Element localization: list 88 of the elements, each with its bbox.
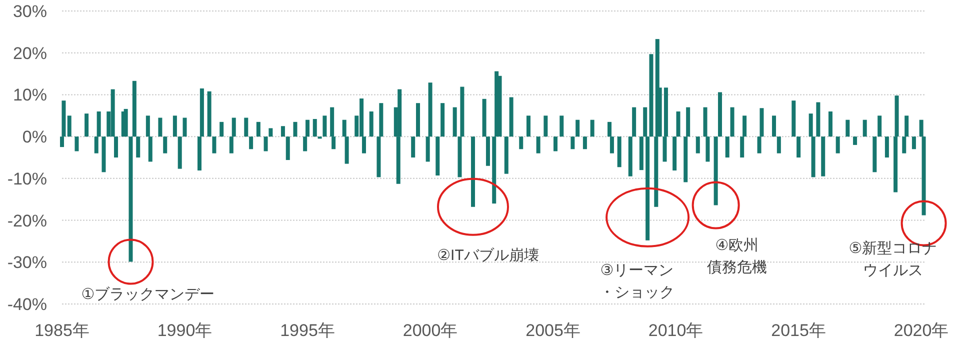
annotation: ⑤新型コロナウイルス: [848, 240, 938, 279]
bar: [249, 136, 254, 150]
bar: [846, 120, 850, 137]
x-tick-label: 2015年: [771, 321, 826, 340]
x-tick-label: 2005年: [526, 321, 580, 340]
bar: [853, 136, 858, 145]
bar: [828, 111, 832, 137]
bar: [544, 116, 548, 137]
bar: [560, 116, 564, 137]
y-tick-label: 0%: [22, 128, 47, 147]
x-tick-label: 1990年: [157, 321, 212, 340]
annotation: ③リーマン・ショック: [600, 262, 674, 301]
bar: [878, 116, 882, 137]
bar: [498, 76, 502, 137]
bar: [576, 120, 580, 137]
bar: [714, 136, 718, 206]
bar: [322, 116, 327, 137]
bar: [526, 116, 530, 137]
bar: [369, 111, 374, 137]
bar: [471, 136, 475, 207]
y-tick-label: -20%: [7, 211, 47, 230]
bar: [286, 136, 290, 160]
bar: [312, 118, 317, 137]
bar: [772, 116, 776, 137]
bar: [796, 136, 801, 158]
bar: [128, 136, 133, 262]
bar: [163, 136, 168, 154]
bar: [553, 136, 558, 152]
bar: [725, 136, 730, 158]
x-tick-label: 1985年: [34, 321, 90, 340]
bar: [280, 126, 285, 137]
bar: [776, 136, 781, 154]
bar: [440, 103, 445, 137]
y-tick-label: -40%: [7, 295, 47, 314]
x-tick-label: 2000年: [402, 321, 458, 340]
bar: [792, 100, 796, 137]
bar: [730, 107, 734, 137]
bar: [220, 122, 224, 137]
bar: [67, 116, 72, 137]
y-tick-label: 10%: [12, 86, 47, 105]
bar: [452, 107, 457, 137]
bar: [102, 136, 106, 172]
bar: [821, 136, 826, 176]
bar: [264, 136, 268, 152]
bar: [884, 136, 889, 158]
bar: [436, 136, 440, 176]
bar: [536, 136, 540, 154]
bar: [172, 116, 177, 137]
bar: [617, 136, 622, 168]
bar: [570, 136, 575, 150]
bar: [124, 108, 128, 137]
bar: [207, 91, 212, 137]
bar: [509, 97, 514, 137]
bar: [416, 103, 420, 137]
y-tick-label: 30%: [12, 2, 47, 21]
annotation: ②ITバブル崩壊: [437, 247, 539, 264]
bar: [256, 122, 260, 137]
bar: [84, 114, 89, 137]
bar: [244, 118, 248, 137]
bar: [504, 136, 508, 174]
y-tick-label: 20%: [12, 44, 47, 63]
bar: [676, 111, 680, 137]
bar: [178, 136, 182, 169]
bar: [519, 136, 524, 150]
bar: [158, 118, 162, 137]
bar: [411, 136, 416, 158]
bar: [718, 92, 722, 137]
bar: [862, 120, 867, 137]
bar: [182, 118, 187, 137]
bar: [912, 136, 916, 150]
bar: [590, 120, 594, 137]
bar: [872, 136, 877, 172]
bar: [293, 122, 298, 137]
y-tick-label: -30%: [7, 253, 47, 272]
y-tick-label: -10%: [7, 169, 47, 188]
bar: [696, 136, 700, 154]
bar: [582, 136, 587, 150]
annotation: ①ブラックマンデー: [81, 286, 215, 303]
bar: [816, 102, 820, 137]
bar: [672, 136, 677, 170]
bar: [268, 128, 273, 137]
bar: [74, 136, 79, 152]
bar: [212, 136, 216, 154]
x-tick-label: 2010年: [648, 321, 704, 340]
annotation: ④欧州債務危機: [707, 237, 767, 276]
x-tick-label: 2020年: [894, 321, 949, 340]
x-tick-label: 1995年: [280, 321, 335, 340]
bar: [836, 136, 840, 154]
